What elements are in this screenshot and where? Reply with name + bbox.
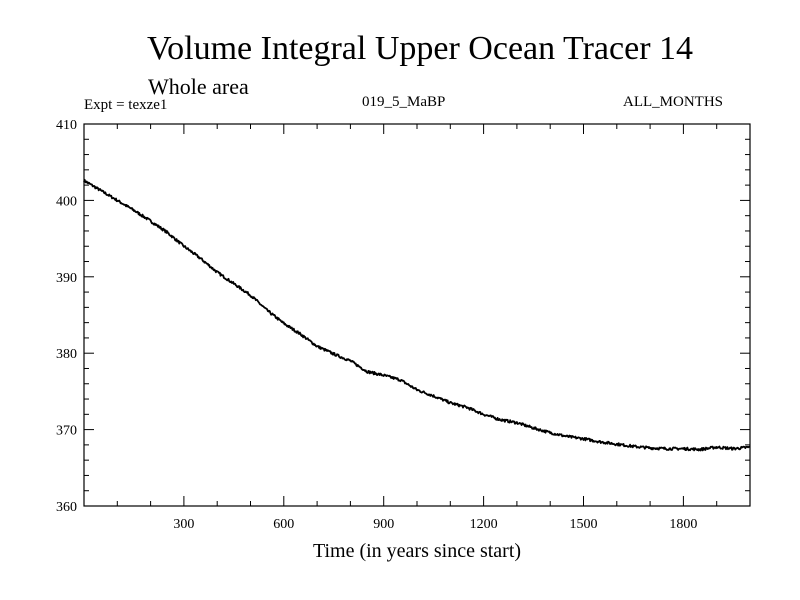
chart-subtitle: Whole area <box>148 74 249 99</box>
y-tick-label: 360 <box>56 500 77 515</box>
series-line <box>83 178 751 452</box>
axis-ticks <box>84 124 750 506</box>
tick-labels: 300 600 900 1200 1500 1800 360 370 380 390 400 410 <box>56 118 697 532</box>
series-lines <box>83 178 751 452</box>
y-tick-label: 400 <box>56 194 77 209</box>
x-tick-label: 900 <box>373 517 394 532</box>
experiment-label: Expt = texze1 <box>84 97 168 113</box>
x-axis-label: Time (in years since start) <box>312 540 522 562</box>
y-tick-label: 390 <box>56 271 77 286</box>
x-tick-label: 1500 <box>570 517 598 532</box>
chart-title: Volume Integral Upper Ocean Tracer 14 <box>146 30 694 67</box>
x-tick-label: 1800 <box>669 517 697 532</box>
y-tick-label: 380 <box>56 347 77 362</box>
y-tick-label: 370 <box>56 424 77 439</box>
x-tick-label: 1200 <box>470 517 498 532</box>
y-tick-label: 410 <box>56 118 77 133</box>
x-tick-label: 600 <box>273 517 294 532</box>
period-label: ALL_MONTHS <box>623 94 723 110</box>
x-tick-label: 300 <box>173 517 194 532</box>
run-label: 019_5_MaBP <box>362 94 446 110</box>
